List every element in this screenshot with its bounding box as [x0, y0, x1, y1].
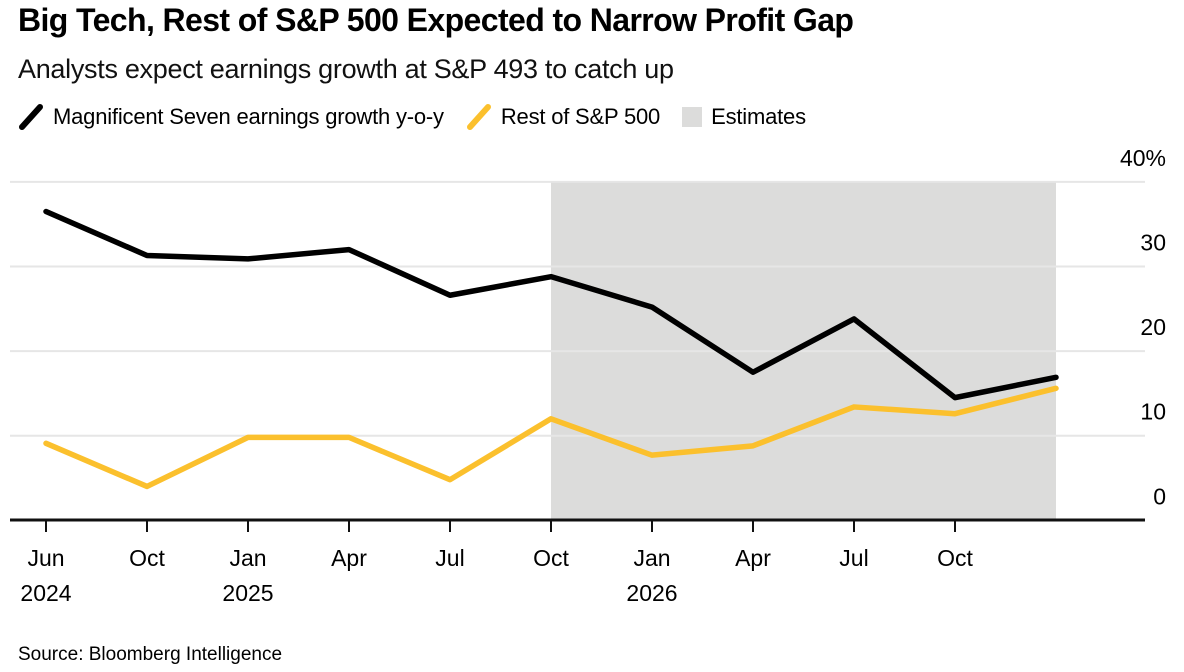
- x-tick-label: Jan: [229, 545, 266, 571]
- legend-label-mag7: Magnificent Seven earnings growth y-o-y: [53, 104, 444, 129]
- y-tick-label: 0: [1153, 483, 1166, 509]
- legend-label-rest: Rest of S&P 500: [500, 104, 661, 129]
- x-year-label: 2025: [222, 580, 273, 606]
- yellow-slash-icon: [466, 104, 491, 130]
- x-year-label: 2024: [20, 580, 71, 606]
- black-slash-icon: [19, 104, 43, 130]
- source-attribution: Source: Bloomberg Intelligence: [18, 644, 283, 665]
- gray-square-icon: [682, 107, 703, 127]
- x-tick-label: Apr: [735, 545, 771, 571]
- x-tick-label: Oct: [533, 545, 569, 571]
- page-title: Big Tech, Rest of S&P 500 Expected to Na…: [18, 2, 854, 38]
- x-tick-label: Oct: [937, 545, 973, 571]
- rest-line: [43, 385, 1059, 490]
- mag7-line: [43, 208, 1059, 401]
- legend-item-estimates: Estimates: [682, 104, 806, 130]
- x-tick-label: Jan: [633, 545, 670, 571]
- legend-label-estimates: Estimates: [711, 104, 806, 129]
- x-tick-label: Jul: [839, 545, 868, 571]
- legend-item-rest: Rest of S&P 500: [466, 102, 660, 132]
- x-tick-label: Jul: [435, 545, 464, 571]
- y-tick-label: 20: [1140, 314, 1166, 340]
- x-tick-label: Apr: [331, 545, 367, 571]
- chart-subtitle: Analysts expect earnings growth at S&P 4…: [18, 54, 674, 84]
- chart-legend: Magnificent Seven earnings growth y-o-y …: [18, 102, 806, 132]
- x-year-label: 2026: [626, 580, 677, 606]
- legend-item-mag7: Magnificent Seven earnings growth y-o-y: [18, 102, 444, 132]
- y-tick-label: 30: [1140, 230, 1166, 256]
- x-tick-label: Oct: [129, 545, 165, 571]
- y-tick-label: 40%: [1120, 145, 1166, 171]
- y-tick-label: 10: [1140, 399, 1166, 425]
- x-tick-label: Jun: [27, 545, 64, 571]
